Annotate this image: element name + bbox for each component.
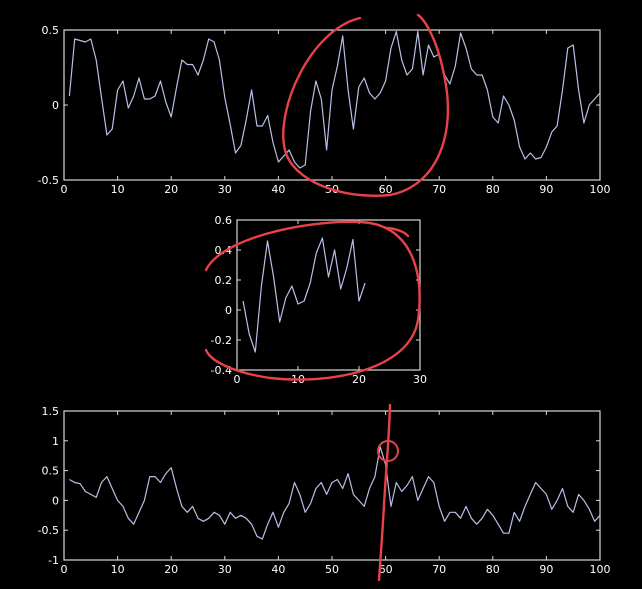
y-tick-label: 0.5 (42, 24, 60, 37)
x-tick-label: 100 (590, 183, 611, 196)
x-tick-label: 100 (590, 563, 611, 576)
x-tick-label: 20 (164, 183, 178, 196)
x-tick-label: 20 (352, 373, 366, 386)
x-tick-label: 30 (218, 183, 232, 196)
x-tick-label: 80 (486, 563, 500, 576)
y-tick-label: 0.6 (215, 214, 233, 227)
y-tick-label: 0 (52, 494, 59, 507)
x-tick-label: 90 (539, 563, 553, 576)
y-tick-label: 1 (52, 435, 59, 448)
y-tick-label: 0 (225, 304, 232, 317)
x-tick-label: 0 (234, 373, 241, 386)
y-tick-label: 0 (52, 99, 59, 112)
x-tick-label: 10 (111, 563, 125, 576)
x-tick-label: 80 (486, 183, 500, 196)
y-tick-label: -0.2 (211, 334, 232, 347)
x-tick-label: 50 (325, 563, 339, 576)
x-tick-label: 30 (413, 373, 427, 386)
x-tick-label: 90 (539, 183, 553, 196)
y-tick-label: 1.5 (42, 405, 60, 418)
x-tick-label: 30 (218, 563, 232, 576)
x-tick-label: 10 (111, 183, 125, 196)
x-tick-label: 20 (164, 563, 178, 576)
x-tick-label: 70 (432, 563, 446, 576)
y-tick-label: -1 (48, 554, 59, 567)
y-tick-label: 0.2 (215, 274, 233, 287)
y-tick-label: 0.5 (42, 465, 60, 478)
y-tick-label: -0.4 (211, 364, 232, 377)
x-tick-label: 0 (61, 183, 68, 196)
y-tick-label: -0.5 (38, 524, 59, 537)
y-tick-label: -0.5 (38, 174, 59, 187)
x-tick-label: 0 (61, 563, 68, 576)
x-tick-label: 70 (432, 183, 446, 196)
x-tick-label: 40 (271, 183, 285, 196)
x-tick-label: 40 (271, 563, 285, 576)
